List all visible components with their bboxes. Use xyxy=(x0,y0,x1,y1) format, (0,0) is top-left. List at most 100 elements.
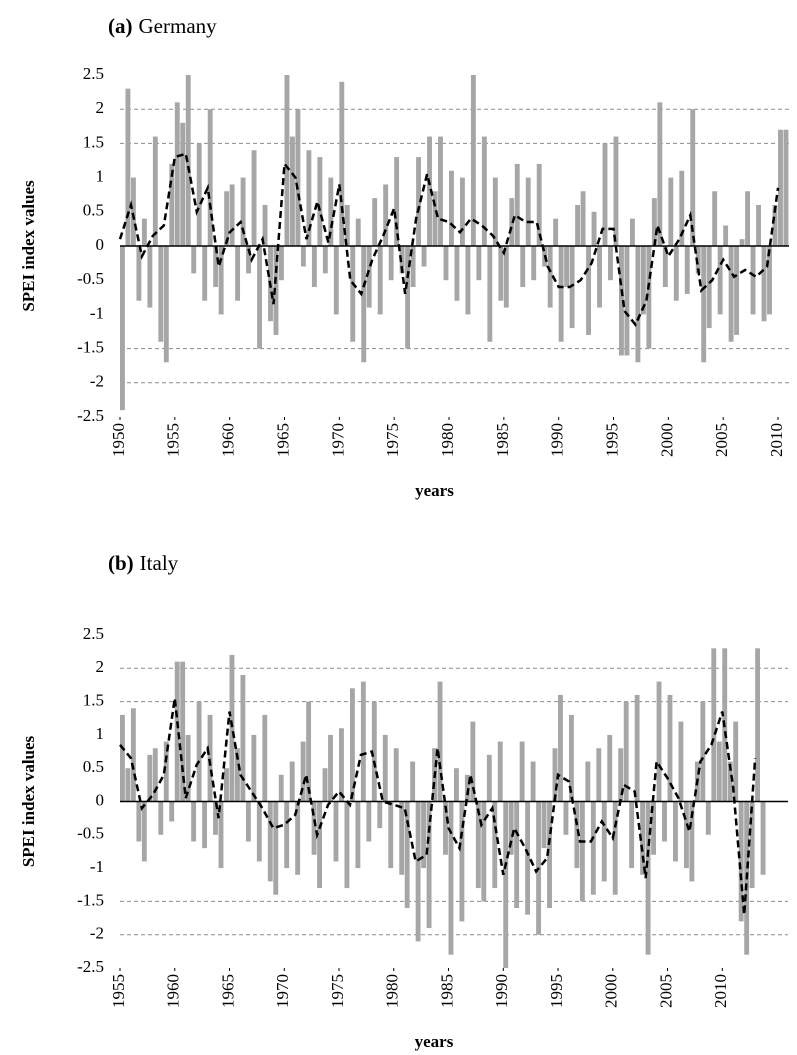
bar xyxy=(371,701,377,802)
bar xyxy=(459,177,465,246)
bar xyxy=(245,801,251,842)
bar xyxy=(531,246,537,281)
bar xyxy=(459,801,465,922)
title-text: Germany xyxy=(139,14,218,38)
bar xyxy=(579,801,585,902)
bar xyxy=(306,150,312,246)
bar xyxy=(607,734,613,802)
y-tick-label: 1 xyxy=(96,167,105,186)
bar xyxy=(651,801,656,855)
bar xyxy=(416,157,421,246)
bar xyxy=(152,748,158,802)
bar xyxy=(130,708,136,802)
bar xyxy=(564,246,570,288)
bar xyxy=(525,177,531,246)
bar xyxy=(136,246,142,301)
bar xyxy=(700,701,706,802)
bar xyxy=(125,768,131,802)
x-tick-label: 2000 xyxy=(657,423,676,457)
x-tick-label: 2010 xyxy=(767,423,786,457)
y-tick-label: -1 xyxy=(90,857,104,876)
bar xyxy=(629,801,635,869)
bar xyxy=(734,246,740,335)
bar xyxy=(421,801,427,869)
bar xyxy=(667,694,673,802)
bar xyxy=(174,102,180,246)
bar xyxy=(530,761,536,802)
bar xyxy=(404,801,410,909)
bar xyxy=(569,246,575,329)
bar xyxy=(695,246,701,274)
bar xyxy=(525,801,531,915)
bar xyxy=(251,150,257,246)
bar xyxy=(601,801,607,882)
bar xyxy=(738,801,744,922)
bar xyxy=(547,801,552,909)
bar xyxy=(262,714,268,802)
y-axis-label: SPEI index values xyxy=(19,735,38,867)
x-tick-label: 1990 xyxy=(548,423,567,457)
bar xyxy=(295,801,301,875)
bar xyxy=(613,136,619,246)
bar xyxy=(749,801,755,889)
bar xyxy=(745,191,751,246)
bar xyxy=(684,246,690,294)
bar xyxy=(767,246,772,315)
bar xyxy=(690,109,696,246)
bar xyxy=(618,748,624,802)
bar xyxy=(662,801,667,842)
bar xyxy=(596,748,602,802)
bar xyxy=(224,191,230,246)
y-tick-label: -1.5 xyxy=(77,890,104,909)
bar xyxy=(558,246,564,342)
y-tick-label: 0.5 xyxy=(83,757,104,776)
bar xyxy=(481,801,487,902)
bar xyxy=(366,246,372,308)
bar xyxy=(602,143,608,246)
bar xyxy=(355,801,361,869)
x-tick-label: 1995 xyxy=(602,423,621,457)
bar xyxy=(608,246,613,281)
y-tick-label: -0.5 xyxy=(77,269,104,288)
bar xyxy=(454,246,460,301)
bar xyxy=(756,204,761,246)
bar xyxy=(563,801,569,835)
y-tick-label: 2 xyxy=(96,98,105,117)
y-tick-label: 2.5 xyxy=(83,624,104,643)
bar xyxy=(673,246,679,301)
bar xyxy=(267,801,273,882)
bar xyxy=(366,801,372,842)
bar xyxy=(306,701,312,802)
y-tick-label: 0.5 xyxy=(83,201,104,220)
bar xyxy=(476,246,482,281)
bar xyxy=(388,246,394,281)
x-tick-label: 1995 xyxy=(547,974,566,1008)
bar xyxy=(235,246,241,301)
bar xyxy=(552,748,558,802)
bar xyxy=(273,801,279,895)
bar xyxy=(262,204,268,246)
x-tick-label: 1990 xyxy=(492,974,511,1008)
bar xyxy=(405,246,411,349)
bar xyxy=(739,239,745,246)
bar xyxy=(256,801,262,862)
bar xyxy=(454,768,459,802)
bar xyxy=(120,246,125,411)
bar xyxy=(163,741,169,802)
x-tick-label: 1985 xyxy=(493,423,512,457)
bar xyxy=(640,801,646,875)
x-tick-label: 1980 xyxy=(438,423,457,457)
bar xyxy=(185,734,191,802)
y-tick-label: 2.5 xyxy=(83,64,104,83)
bar xyxy=(727,761,733,802)
bar xyxy=(229,184,235,246)
bar xyxy=(486,754,492,802)
x-tick-label: 1970 xyxy=(273,974,292,1008)
bar xyxy=(487,246,493,342)
bar xyxy=(750,246,756,315)
panel: (b) Italy 2.5 2 1.5 1 0.5 0 -0.5 -1 -1.5 -2 -2.5 1955… xyxy=(19,551,788,1051)
bar xyxy=(251,734,257,802)
bar xyxy=(705,801,711,835)
bar xyxy=(410,761,416,802)
bar xyxy=(191,246,197,274)
